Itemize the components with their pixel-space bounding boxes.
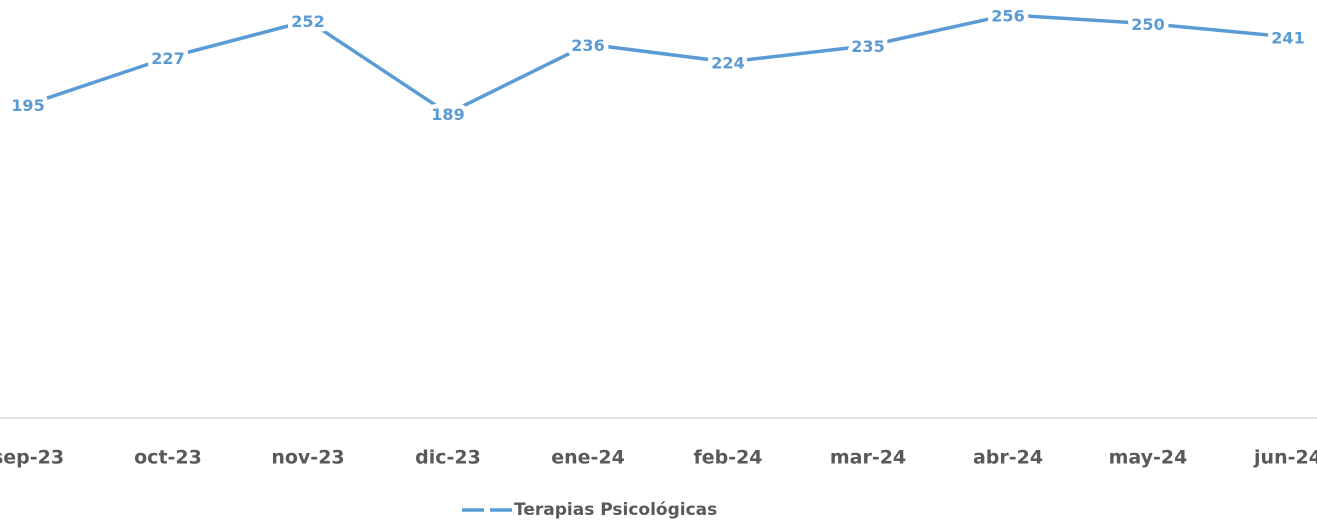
x-tick-label: abr-24 [973, 447, 1043, 469]
x-tick-label: jun-24 [1253, 447, 1317, 469]
x-tick-label: may-24 [1109, 447, 1188, 469]
x-tick-label: ene-24 [551, 447, 625, 469]
data-label: 241 [1271, 28, 1304, 47]
data-label: 235 [851, 37, 884, 56]
data-label: 195 [11, 96, 44, 115]
x-tick-label: sep-23 [0, 447, 64, 469]
x-tick-label: dic-23 [415, 447, 481, 469]
data-label: 236 [571, 36, 604, 55]
legend-label: Terapias Psicológicas [514, 500, 717, 520]
x-tick-label: feb-24 [693, 447, 762, 469]
data-label: 252 [291, 12, 324, 31]
x-tick-label: nov-23 [271, 447, 344, 469]
data-label: 250 [1131, 15, 1164, 34]
data-label: 227 [151, 49, 184, 68]
data-label: 224 [711, 53, 744, 72]
data-label: 256 [991, 6, 1024, 25]
x-tick-label: mar-24 [830, 447, 906, 469]
series-line [27, 13, 1289, 116]
data-label: 189 [431, 105, 464, 124]
x-tick-label: oct-23 [134, 447, 202, 469]
